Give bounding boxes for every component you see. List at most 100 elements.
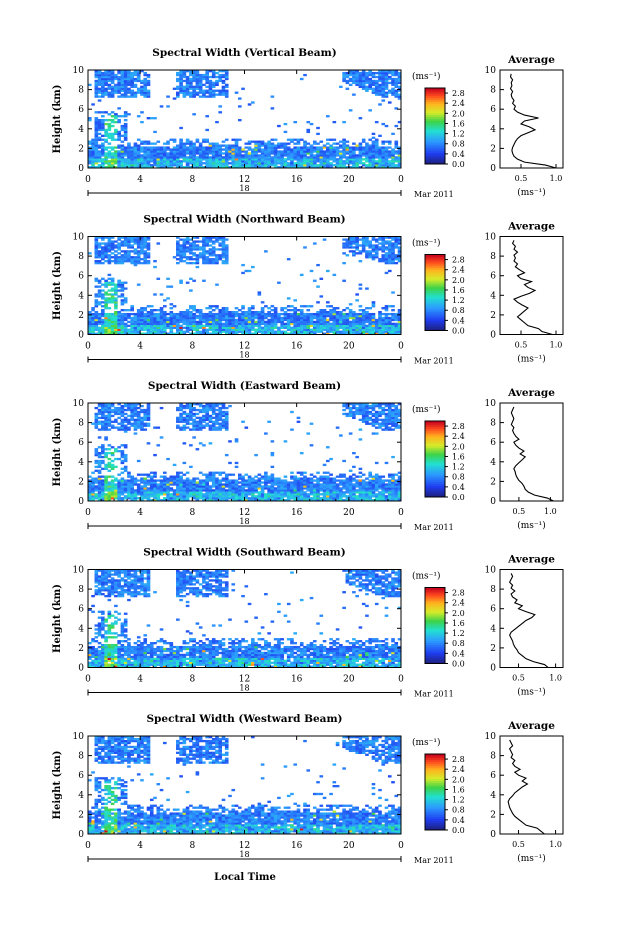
y-tick-label: 0 (78, 664, 84, 674)
y-tick-label: 4 (78, 291, 84, 301)
y-tick-label: 8 (78, 585, 84, 595)
panel-5: Spectral Width (Westward Beam) Height (km… (52, 713, 564, 865)
y-tick-label: 2 (78, 644, 84, 654)
average-frame (499, 236, 564, 335)
x-tick-label: 0 (85, 175, 91, 185)
average-y-tick-label: 8 (490, 419, 496, 429)
average-frame (499, 402, 564, 502)
panel-4: Spectral Width (Southward Beam) Height (k… (52, 547, 564, 699)
average-y-tick-label: 4 (490, 624, 496, 634)
panel-title: Spectral Width (Northward Beam) (143, 214, 345, 226)
average-title: Average (507, 221, 555, 233)
average-frame (499, 735, 564, 835)
y-tick-label: 4 (78, 125, 84, 135)
panel-title: Spectral Width (Westward Beam) (146, 713, 342, 725)
colorbar-tick-label: 2.4 (452, 99, 465, 108)
y-axis-label: Height (km) (52, 584, 63, 653)
average-x-label: (ms⁻¹) (517, 853, 546, 864)
colorbar-tick-label: 0.0 (452, 826, 465, 835)
average-y-tick-label: 6 (490, 605, 496, 615)
x-tick-label: 16 (291, 175, 303, 185)
average-y-tick-label: 0 (490, 497, 496, 507)
colorbar-tick-label: 0.4 (452, 150, 465, 159)
colorbar-tick-label: 1.2 (452, 130, 465, 139)
average-y-tick-label: 2 (490, 810, 496, 820)
panel-title: Spectral Width (Southward Beam) (143, 547, 345, 559)
y-tick-label: 2 (78, 311, 84, 321)
x-tick-label: 8 (189, 342, 195, 352)
y-axis-label: Height (km) (52, 751, 63, 820)
average-x-tick-label: 1.0 (549, 840, 562, 849)
y-tick-label: 6 (78, 105, 84, 115)
x-tick-label: 8 (189, 841, 195, 851)
average-y-tick-label: 6 (490, 438, 496, 448)
colorbar-tick-label: 2.8 (452, 256, 465, 265)
heatmap-field (88, 70, 402, 169)
colorbar-tick-label: 2.0 (452, 442, 465, 451)
colorbar-tick-label: 2.8 (452, 89, 465, 98)
x-tick-label: 4 (137, 841, 143, 851)
colorbar-tick-label: 1.2 (452, 463, 465, 472)
colorbar-tick-label: 1.6 (452, 119, 465, 128)
average-y-tick-label: 10 (485, 399, 497, 409)
average-y-tick-label: 8 (490, 252, 496, 262)
y-tick-label: 8 (78, 419, 84, 429)
average-y-tick-label: 0 (490, 830, 496, 840)
average-profile-line (511, 240, 553, 336)
average-x-label: (ms⁻¹) (517, 687, 546, 698)
colorbar-tick-label: 2.0 (452, 276, 465, 285)
y-tick-label: 0 (78, 164, 84, 174)
x-tick-label: 4 (137, 508, 143, 518)
y-tick-label: 4 (78, 624, 84, 634)
average-y-tick-label: 6 (490, 771, 496, 781)
colorbar-tick-label: 1.6 (452, 619, 465, 628)
colorbar (424, 587, 446, 664)
average-y-tick-label: 2 (490, 144, 496, 154)
colorbar-tick-label: 0.4 (452, 316, 465, 325)
panel-1: Spectral Width (Vertical Beam) Height (km… (52, 47, 564, 199)
colorbar-tick-label: 1.6 (452, 785, 465, 794)
colorbar-unit: (ms⁻¹) (412, 71, 441, 82)
colorbar-tick-label: 0.8 (452, 639, 465, 648)
average-y-tick-label: 8 (490, 86, 496, 96)
colorbar-tick-label: 2.4 (452, 765, 465, 774)
colorbar-tick-label: 1.2 (452, 629, 465, 638)
panel-2: Spectral Width (Northward Beam) Height (k… (52, 214, 564, 366)
x-tick-label: 16 (291, 342, 303, 352)
colorbar-tick-label: 1.2 (452, 296, 465, 305)
colorbar-tick-label: 2.0 (452, 609, 465, 618)
x-tick-label: 0 (398, 508, 404, 518)
y-tick-label: 0 (78, 497, 84, 507)
colorbar-tick-label: 2.4 (452, 599, 465, 608)
y-tick-label: 2 (78, 810, 84, 820)
day-label: 18 (239, 684, 249, 693)
x-tick-label: 4 (137, 175, 143, 185)
x-tick-label: 20 (343, 841, 355, 851)
y-tick-label: 2 (78, 144, 84, 154)
y-tick-label: 6 (78, 771, 84, 781)
colorbar (424, 254, 446, 331)
colorbar-tick-label: 0.4 (452, 649, 465, 658)
heatmap-field (88, 569, 402, 668)
colorbar-frame (424, 420, 446, 498)
x-tick-label: 0 (398, 841, 404, 851)
x-tick-label: 0 (85, 841, 91, 851)
colorbar-tick-label: 2.4 (452, 266, 465, 275)
colorbar-tick-label: 2.0 (452, 109, 465, 118)
colorbar-frame (424, 87, 446, 165)
average-y-tick-label: 2 (490, 644, 496, 654)
average-y-tick-label: 0 (490, 164, 496, 174)
colorbar-frame (424, 587, 446, 664)
average-x-tick-label: 1.0 (550, 174, 563, 183)
average-profile-line (507, 739, 545, 835)
colorbar-tick-label: 0.4 (452, 483, 465, 492)
x-tick-label: 12 (239, 841, 250, 851)
colorbar-tick-label: 0.8 (452, 473, 465, 482)
average-y-tick-label: 4 (490, 791, 496, 801)
average-y-tick-label: 4 (490, 125, 496, 135)
average-x-tick-label: 1.0 (544, 507, 557, 516)
y-axis-label: Height (km) (52, 418, 63, 487)
average-x-label: (ms⁻¹) (517, 187, 546, 198)
y-tick-label: 10 (73, 566, 85, 576)
average-x-label: (ms⁻¹) (517, 520, 546, 531)
